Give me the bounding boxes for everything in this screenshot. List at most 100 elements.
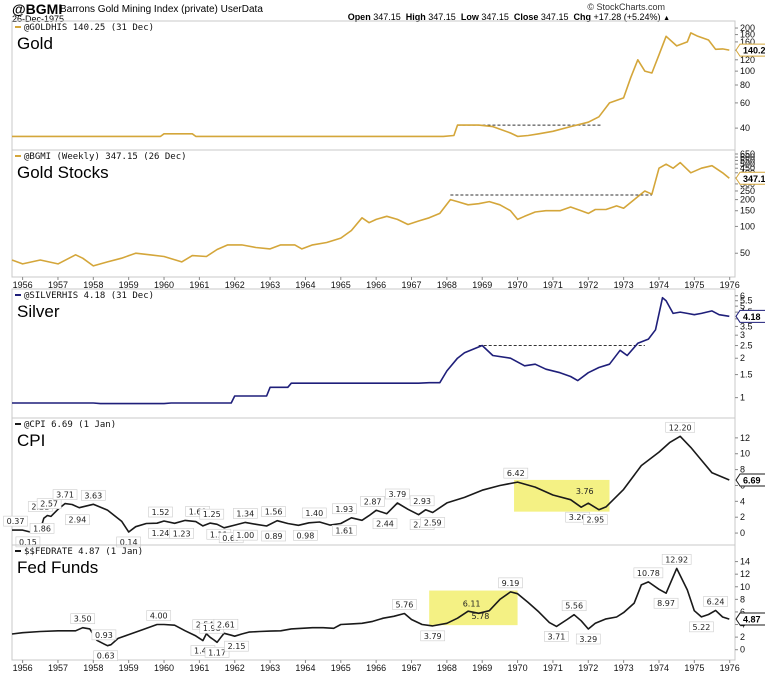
annotation-label: 12.92 bbox=[665, 555, 688, 564]
annotation-label: 3.71 bbox=[548, 632, 566, 641]
annotation-label: 2.59 bbox=[424, 519, 442, 528]
x-tick-label: 1971 bbox=[543, 663, 563, 673]
annotation-label: 1.25 bbox=[203, 510, 221, 519]
ohlc-summary: Open 347.15 High 347.15 Low 347.15 Close… bbox=[348, 12, 670, 22]
x-tick-label: 1969 bbox=[472, 663, 492, 673]
y-tick-label: 1.5 bbox=[740, 370, 753, 380]
y-tick-label: 80 bbox=[740, 80, 750, 90]
annotation-box bbox=[653, 597, 679, 609]
annotation-label: 2.94 bbox=[68, 516, 86, 525]
x-tick-label: 1960 bbox=[154, 663, 174, 673]
x-tick-label: 1969 bbox=[472, 280, 492, 290]
panel-frame bbox=[11, 149, 736, 278]
annotation-box bbox=[665, 421, 696, 433]
annotation-label: 3.63 bbox=[84, 491, 102, 500]
annotation-box bbox=[199, 508, 225, 520]
panel-frame bbox=[11, 544, 736, 661]
annotation-box bbox=[332, 524, 357, 536]
x-tick-label: 1960 bbox=[154, 280, 174, 290]
y-tick-label: 160 bbox=[740, 37, 755, 47]
panel-fed-funds: 6.115.78024681012143.500.930.634.002.541… bbox=[11, 544, 765, 673]
annotation-box bbox=[233, 529, 258, 541]
annotation-box bbox=[633, 567, 664, 579]
annotation-label: 1.24 bbox=[152, 529, 170, 538]
y-tick-label: 60 bbox=[740, 98, 750, 108]
y-tick-label: 2 bbox=[740, 353, 745, 363]
x-tick-label: 1971 bbox=[543, 280, 563, 290]
y-tick-label: 12 bbox=[740, 433, 750, 443]
annotation-label: 0.63 bbox=[97, 652, 115, 661]
y-tick-label: 100 bbox=[740, 221, 755, 231]
x-tick-label: 1976 bbox=[720, 280, 740, 290]
stockcharts-credit: © StockCharts.com bbox=[587, 2, 665, 12]
y-tick-label: 120 bbox=[740, 55, 755, 65]
low-label: Low bbox=[460, 12, 479, 22]
y-tick-label: 650 bbox=[740, 149, 755, 159]
annotation-box bbox=[332, 503, 357, 515]
last-value-tag bbox=[735, 309, 765, 323]
annotation-label: 0.93 bbox=[95, 631, 113, 640]
y-tick-label: 0 bbox=[740, 645, 745, 655]
annotation-label: 0.14 bbox=[120, 538, 138, 547]
annotation-box bbox=[360, 495, 385, 507]
annotation-label: 0.37 bbox=[7, 517, 25, 526]
last-value-label: 4.18 bbox=[743, 312, 761, 322]
low-value: 347.15 bbox=[481, 12, 509, 22]
chg-value: +17.28 (+5.24%) bbox=[593, 12, 661, 22]
series-line-gold bbox=[12, 32, 730, 138]
annotation-label: 1.40 bbox=[305, 509, 323, 518]
chart-symbol: @BGMI bbox=[12, 1, 63, 17]
highlight-label: 6.11 bbox=[463, 599, 481, 608]
last-value-tag bbox=[735, 473, 765, 487]
annotation-box bbox=[689, 621, 714, 633]
annotation-label: 2.87 bbox=[364, 497, 382, 506]
y-tick-label: 10 bbox=[740, 449, 750, 459]
x-tick-label: 1967 bbox=[401, 280, 421, 290]
y-tick-label: 6 bbox=[740, 291, 745, 301]
legend-label: @GOLDHIS 140.25 (31 Dec) bbox=[24, 23, 154, 33]
annotation-box bbox=[498, 577, 523, 589]
x-tick-label: 1963 bbox=[260, 280, 280, 290]
y-tick-label: 5 bbox=[740, 301, 745, 311]
last-value-label: 140.25 bbox=[743, 46, 765, 56]
highlight-label: 5.78 bbox=[472, 612, 490, 621]
open-label: Open bbox=[347, 12, 371, 22]
annotation-label: 5.76 bbox=[396, 600, 414, 609]
x-tick-label: 1966 bbox=[366, 663, 386, 673]
x-tick-label: 1974 bbox=[649, 663, 669, 673]
annotation-label: 1.93 bbox=[335, 505, 353, 514]
annotation-box bbox=[224, 640, 249, 652]
y-tick-label: 50 bbox=[740, 248, 750, 258]
x-tick-label: 1967 bbox=[401, 663, 421, 673]
panel-title: CPI bbox=[17, 431, 45, 450]
x-tick-label: 1956 bbox=[13, 280, 33, 290]
legend-label: $$FEDRATE 4.87 (1 Jan) bbox=[24, 547, 143, 557]
annotation-box bbox=[169, 528, 195, 539]
x-tick-label: 1963 bbox=[260, 663, 280, 673]
y-tick-label: 250 bbox=[740, 186, 755, 196]
annotation-box bbox=[15, 536, 41, 548]
legend-label: @CPI 6.69 (1 Jan) bbox=[24, 420, 116, 430]
annotation-box bbox=[503, 467, 529, 479]
annotation-box bbox=[52, 489, 78, 500]
x-tick-label: 1961 bbox=[189, 280, 209, 290]
annotation-box bbox=[93, 650, 118, 662]
annotation-box bbox=[70, 613, 96, 624]
close-value: 347.15 bbox=[540, 12, 569, 22]
y-tick-label: 1 bbox=[740, 393, 745, 403]
x-tick-label: 1966 bbox=[366, 280, 386, 290]
annotation-label: 9.19 bbox=[502, 579, 520, 588]
annotation-box bbox=[420, 517, 446, 528]
annotation-box bbox=[204, 647, 230, 658]
y-tick-label: 450 bbox=[740, 163, 755, 173]
chg-label: Chg bbox=[573, 12, 591, 22]
annotation-box bbox=[409, 495, 435, 507]
y-tick-label: 180 bbox=[740, 30, 755, 40]
x-tick-label: 1976 bbox=[720, 663, 740, 673]
annotation-label: 1.34 bbox=[236, 509, 254, 518]
annotation-label: 3.50 bbox=[74, 615, 92, 624]
annotation-box bbox=[392, 599, 417, 610]
y-tick-label: 4 bbox=[740, 496, 745, 506]
annotation-label: 10.78 bbox=[637, 569, 660, 578]
